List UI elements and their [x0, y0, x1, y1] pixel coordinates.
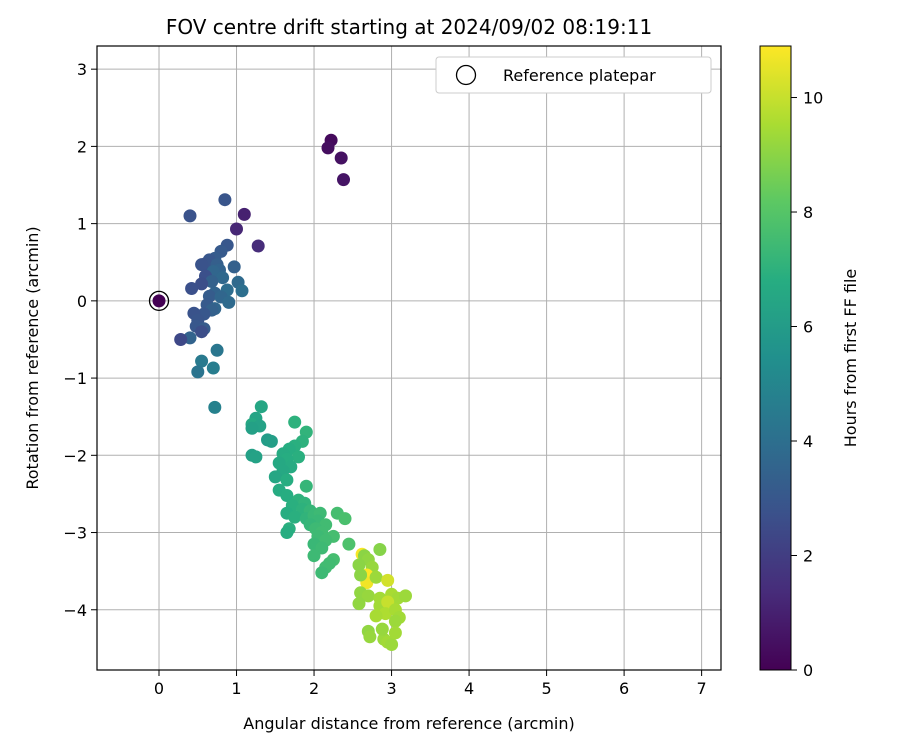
data-point [183, 209, 197, 223]
data-point [315, 566, 329, 580]
grid [97, 46, 721, 670]
data-point [254, 400, 268, 414]
data-point [354, 568, 368, 582]
data-point [288, 415, 302, 429]
y-tick-label: 1 [77, 215, 87, 234]
data-point [195, 325, 209, 339]
x-tick-label: 6 [619, 679, 629, 698]
data-point [210, 343, 224, 357]
data-point [206, 361, 220, 375]
y-axis-label: Rotation from reference (arcmin) [23, 226, 42, 489]
y-tick-label: 0 [77, 292, 87, 311]
legend-box [435, 56, 712, 94]
colorbar-tick-label: 2 [803, 547, 813, 566]
data-point [352, 558, 366, 572]
colorbar-tick-label: 4 [803, 432, 813, 451]
data-point [191, 365, 205, 379]
y-tick-label: −2 [63, 446, 87, 465]
colorbar-ticks: 0 2 4 6 8 10 [791, 89, 823, 680]
data-point [227, 260, 241, 274]
data-point [245, 421, 259, 435]
data-point [174, 333, 188, 346]
data-point [195, 277, 209, 291]
data-point [361, 589, 375, 603]
y-axis-ticks: 3 2 1 0 −1 −2 −3 −4 [63, 60, 97, 620]
data-point [321, 141, 335, 155]
colorbar-tick-label: 8 [803, 203, 813, 222]
reference-marker [148, 290, 170, 312]
scatter-points [174, 133, 412, 651]
x-axis-label: Angular distance from reference (arcmin) [243, 714, 574, 733]
data-point [249, 450, 263, 464]
data-point [237, 207, 251, 221]
data-point [222, 295, 236, 309]
colorbar-tick-label: 6 [803, 318, 813, 337]
data-point [292, 450, 305, 464]
data-point [388, 626, 402, 640]
data-point [399, 589, 412, 603]
y-tick-label: −4 [63, 601, 87, 620]
reference-point [152, 294, 166, 308]
data-point [307, 549, 321, 563]
x-tick-label: 4 [464, 679, 474, 698]
data-point [208, 400, 222, 414]
x-tick-label: 7 [697, 679, 707, 698]
data-point [334, 151, 348, 165]
data-point [216, 271, 230, 285]
reference-ring [148, 290, 170, 312]
data-point [385, 638, 399, 651]
data-point [373, 543, 387, 556]
data-point [195, 258, 209, 272]
data-point [195, 354, 209, 368]
colorbar: 0 2 4 6 8 10 Hours from first FF file [759, 45, 860, 680]
data-point [218, 193, 232, 207]
data-point [381, 573, 395, 587]
x-axis-ticks: 0 1 2 3 4 5 6 7 [154, 670, 707, 698]
data-point [369, 609, 383, 623]
data-point [388, 614, 402, 628]
data-point [280, 473, 294, 487]
data-point [342, 537, 356, 551]
y-tick-label: 2 [77, 137, 87, 156]
data-point [299, 479, 313, 493]
x-tick-label: 3 [386, 679, 396, 698]
x-tick-label: 0 [154, 679, 164, 698]
data-point [369, 570, 383, 584]
data-point [280, 526, 294, 539]
data-point [363, 630, 377, 644]
data-point [375, 622, 389, 636]
data-point [337, 173, 350, 187]
legend-marker [455, 64, 477, 86]
x-tick-label: 2 [309, 679, 319, 698]
data-point [268, 470, 282, 484]
y-tick-label: 3 [77, 60, 87, 79]
data-point [288, 510, 302, 524]
colorbar-gradient [759, 45, 792, 671]
colorbar-tick-label: 10 [803, 89, 823, 108]
colorbar-tick-label: 0 [803, 661, 813, 680]
legend-label: Reference platepar [503, 66, 656, 85]
data-point [230, 222, 243, 236]
data-point [264, 434, 278, 448]
chart-title: FOV centre drift starting at 2024/09/02 … [166, 15, 652, 39]
data-point [235, 284, 249, 298]
data-point [185, 282, 199, 295]
colorbar-label: Hours from first FF file [841, 269, 860, 448]
data-point [251, 239, 265, 253]
x-tick-label: 1 [231, 679, 241, 698]
plot-frame [96, 45, 722, 671]
legend: Reference platepar [435, 56, 712, 94]
data-point [205, 275, 219, 288]
x-tick-label: 5 [541, 679, 551, 698]
y-tick-label: −3 [63, 524, 87, 543]
data-point [280, 489, 294, 502]
data-point [352, 597, 366, 611]
data-point [338, 512, 352, 526]
y-tick-label: −1 [63, 369, 87, 388]
